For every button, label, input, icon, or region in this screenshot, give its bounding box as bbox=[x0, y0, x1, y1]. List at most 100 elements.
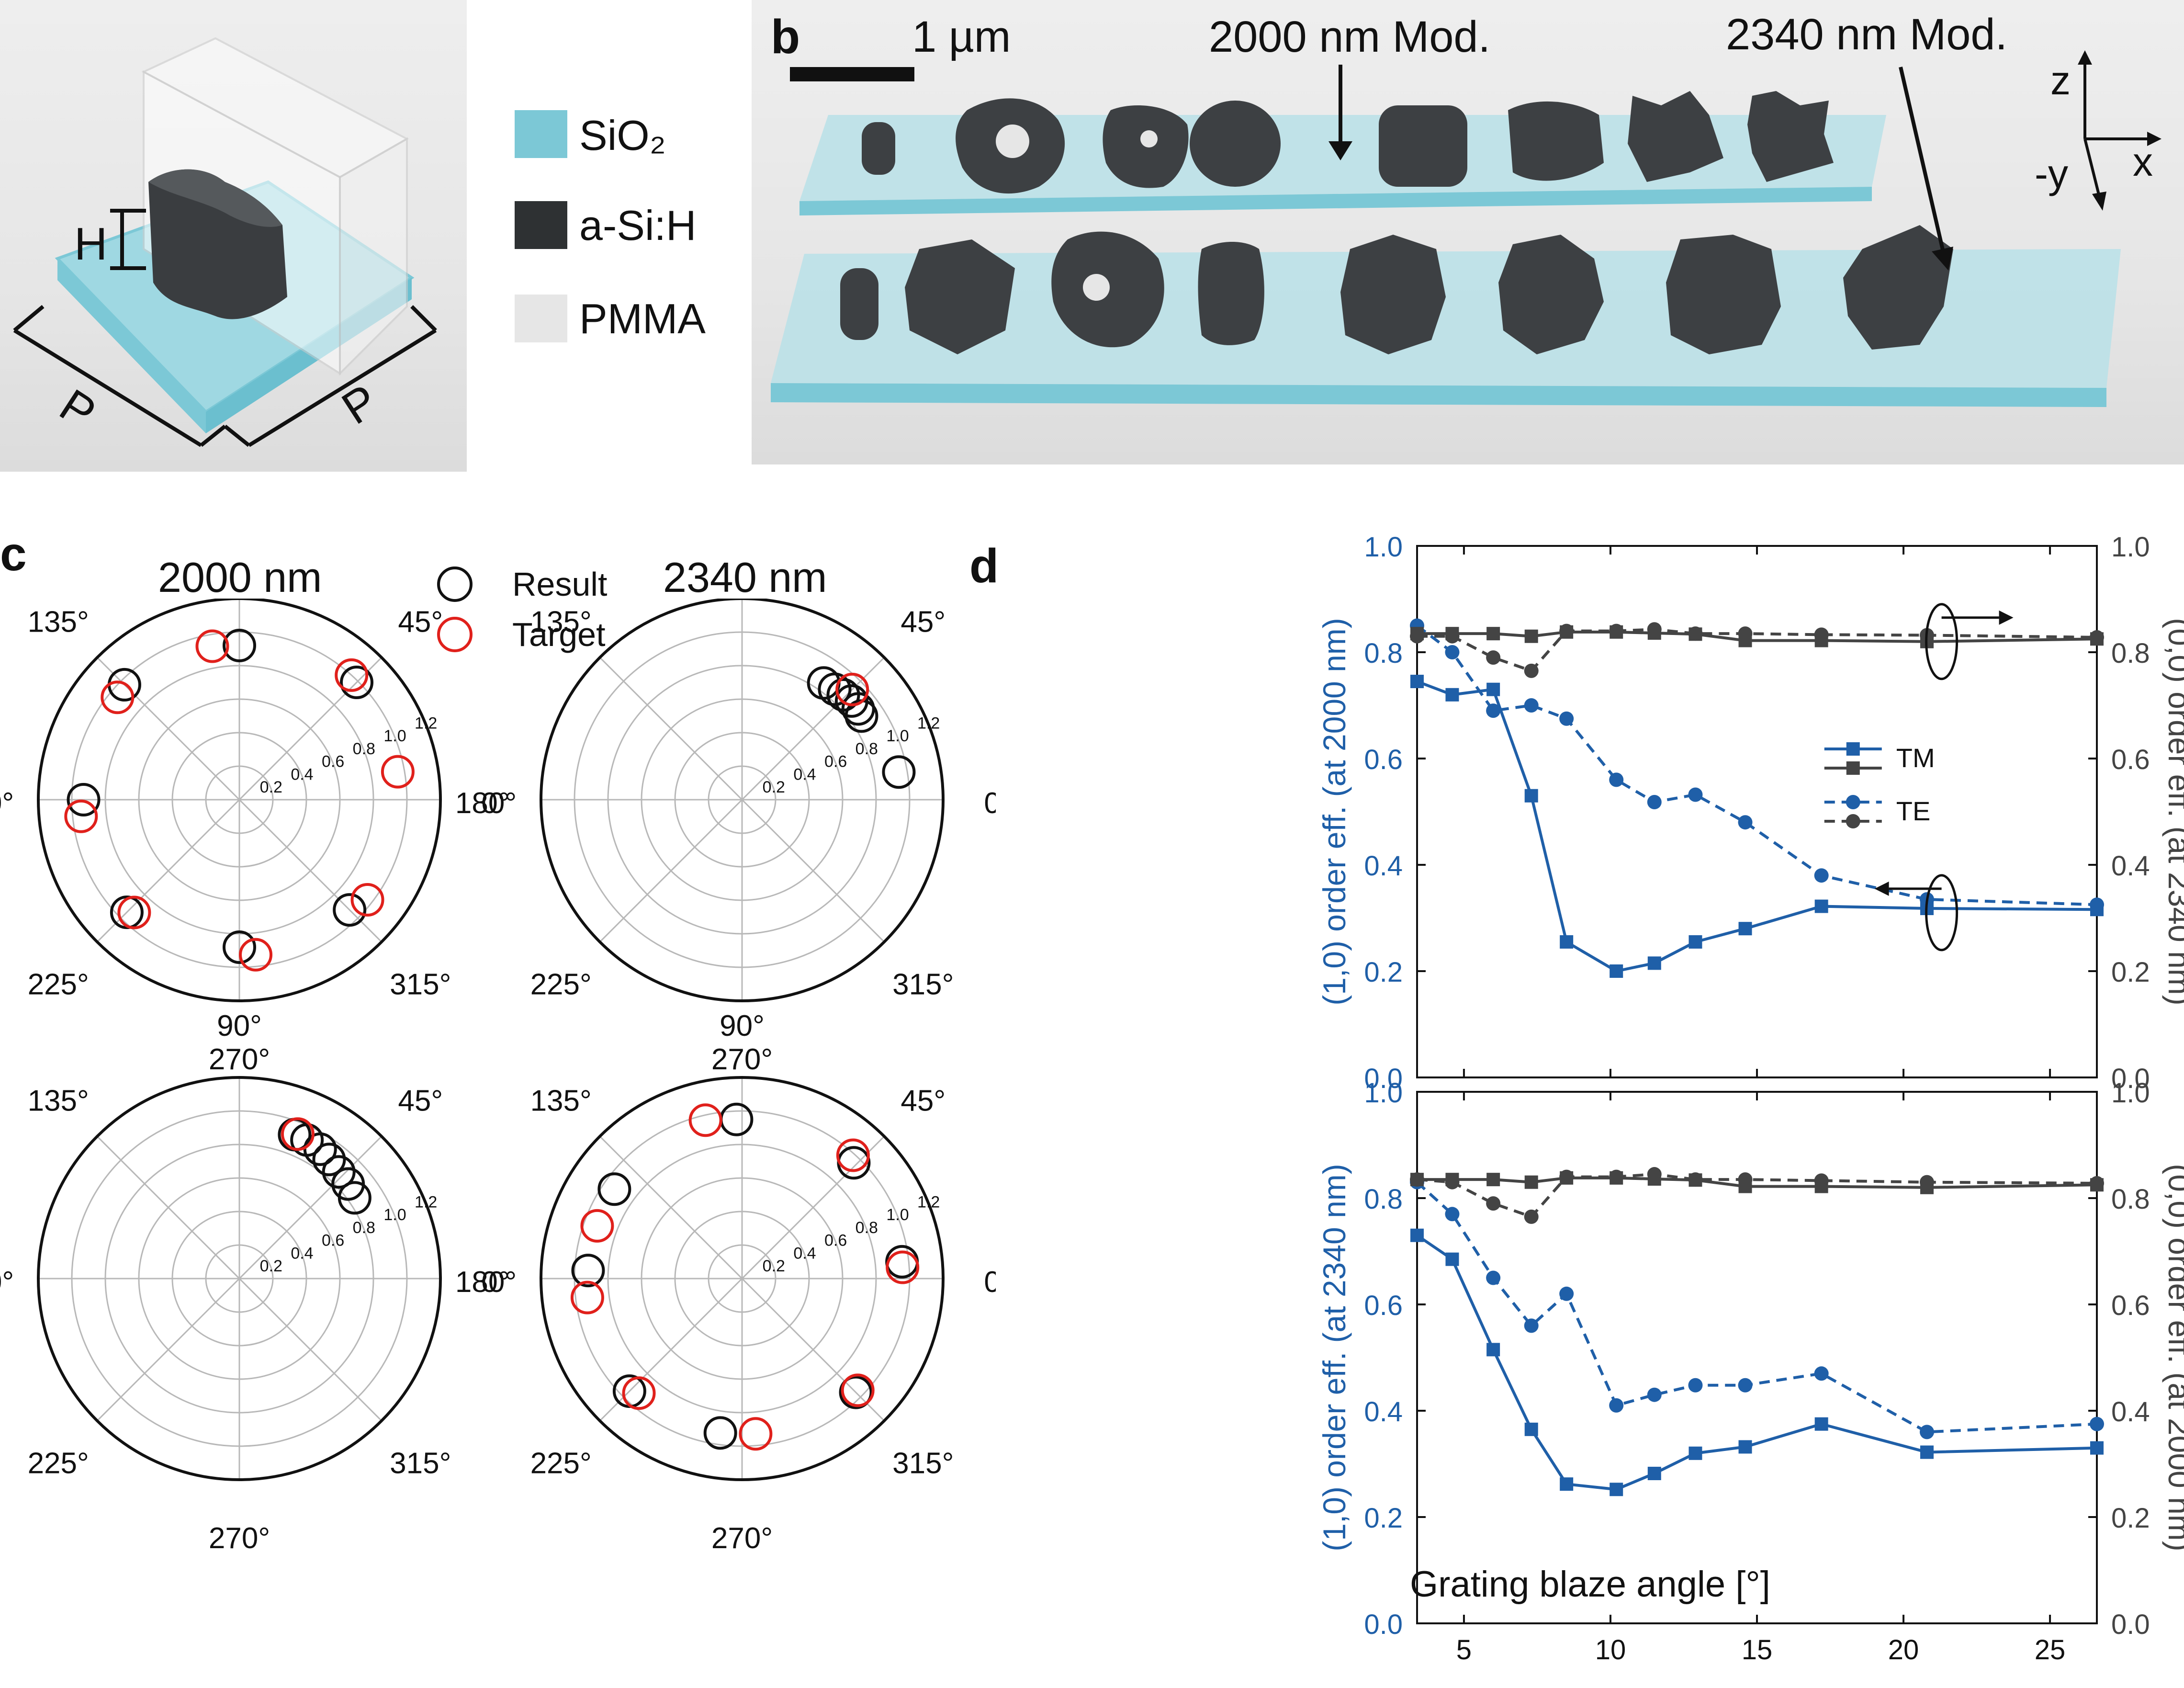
polar-plots: 0.2 0.4 0.6 0.8 1.0 1.2 0° 45° 90° 135° 180° 225° 27… bbox=[0, 599, 996, 1555]
axis-x-label: x bbox=[2133, 139, 2153, 184]
data-point bbox=[1738, 922, 1752, 936]
axis-z-label: z bbox=[2050, 58, 2071, 103]
polar-frame bbox=[540, 1076, 945, 1481]
series-line-te-left bbox=[1416, 624, 2097, 906]
result-marker bbox=[223, 930, 256, 964]
x-tick-label: 5 bbox=[1456, 1634, 1472, 1665]
polar-angle-label: 180° bbox=[455, 787, 517, 820]
y-tick-label-right: 0.4 bbox=[2111, 850, 2150, 882]
data-point bbox=[1445, 688, 1459, 702]
data-point bbox=[1814, 868, 1829, 883]
legend-label-te: TE bbox=[1896, 796, 1931, 826]
target-marker bbox=[580, 1209, 614, 1243]
x-axis-label: Grating blaze angle [°] bbox=[1410, 1564, 1770, 1605]
polar-angle-label: 270° bbox=[209, 1522, 270, 1555]
data-point bbox=[1486, 1173, 1500, 1187]
data-point bbox=[1689, 935, 1702, 949]
y-tick-label-left: 0.2 bbox=[1364, 1503, 1403, 1534]
axis-y-label: -y bbox=[2035, 151, 2068, 196]
target-marker bbox=[622, 1376, 656, 1410]
polar-angle-label: 270° bbox=[711, 1043, 773, 1076]
polar-spoke bbox=[741, 1135, 885, 1280]
y-tick-label-left: 0.6 bbox=[1364, 1290, 1403, 1321]
polar-radial-tick-label: 0.2 bbox=[260, 778, 282, 796]
polar-angle-label: 225° bbox=[28, 1447, 89, 1480]
data-point bbox=[1738, 1172, 1753, 1187]
legend-label-pmma: PMMA bbox=[579, 295, 706, 342]
polar-radial-tick-label: 0.8 bbox=[353, 1219, 375, 1237]
y-axis-label-right: (0,0) order eff. (at 2340 nm) bbox=[2162, 618, 2184, 1006]
series-line-tm-right bbox=[1417, 630, 2097, 643]
polar-radial-tick-label: 1.0 bbox=[886, 727, 909, 745]
y-tick-label-right: 0.2 bbox=[2111, 957, 2150, 988]
data-point bbox=[1738, 1440, 1752, 1454]
target-marker bbox=[835, 672, 869, 706]
data-point bbox=[1609, 772, 1624, 787]
y-tick-label-left: 0.8 bbox=[1364, 638, 1403, 669]
data-point bbox=[1486, 650, 1501, 665]
polar-frame bbox=[37, 1076, 442, 1481]
polar-angle-label: 45° bbox=[901, 1085, 946, 1118]
data-point bbox=[1647, 1167, 1662, 1182]
x-tick-label: 25 bbox=[2035, 1634, 2066, 1665]
y-tick-label-right: 0.4 bbox=[2111, 1396, 2150, 1427]
data-point bbox=[1559, 1286, 1574, 1301]
data-point bbox=[1814, 899, 1828, 913]
legend-swatch-sio2 bbox=[515, 110, 567, 158]
legend-label-result: Result bbox=[512, 566, 608, 603]
target-marker bbox=[117, 895, 151, 929]
series-line-tm-left bbox=[1416, 1234, 2097, 1491]
polar-angle-label: 180° bbox=[455, 1266, 517, 1299]
polar-spoke bbox=[741, 799, 885, 943]
polar-angle-label: 180° bbox=[0, 787, 14, 820]
polar-radial-tick-label: 0.8 bbox=[856, 740, 878, 758]
data-point bbox=[1920, 1425, 1934, 1439]
polar-angle-label: 135° bbox=[28, 606, 89, 639]
data-point bbox=[1524, 698, 1539, 713]
panel-letter-b: b bbox=[771, 10, 800, 64]
x-tick-label: 10 bbox=[1595, 1634, 1626, 1665]
polar-angle-label: 90° bbox=[720, 1009, 765, 1042]
polar-angle-label: 315° bbox=[892, 1447, 954, 1480]
y-tick-label-left: 0.0 bbox=[1364, 1063, 1403, 1094]
target-marker bbox=[101, 680, 135, 714]
data-point bbox=[1689, 1446, 1702, 1460]
data-point bbox=[1814, 1417, 1828, 1431]
polar-spoke bbox=[599, 799, 743, 943]
data-point bbox=[1524, 629, 1538, 643]
target-marker bbox=[350, 883, 384, 917]
target-marker bbox=[739, 1417, 773, 1451]
data-point bbox=[1814, 1366, 1829, 1381]
polar-radial-tick-label: 0.6 bbox=[322, 1232, 344, 1250]
data-point bbox=[1814, 1173, 1829, 1188]
efficiency-plot-2: 0.0 0.0 0.2 0.2 0.4 0.4 0.6 0.6 0.8 0.8 1.0 1.0 5 10 1… bbox=[1317, 1077, 2184, 1665]
data-point bbox=[1445, 629, 1460, 644]
efficiency-plot-1: 0.0 0.0 0.2 0.2 0.4 0.4 0.6 0.6 0.8 0.8 1.0 1.0 (1,0… bbox=[1317, 532, 2184, 1094]
result-marker bbox=[571, 1254, 605, 1288]
polar-spoke bbox=[96, 657, 240, 801]
data-point bbox=[1738, 815, 1753, 830]
polar-spoke bbox=[238, 657, 383, 801]
polar-spoke bbox=[741, 1278, 885, 1422]
polar-angle-label: 45° bbox=[901, 606, 946, 639]
data-point bbox=[1559, 711, 1574, 726]
data-point bbox=[1647, 795, 1662, 810]
legend-swatch-asih bbox=[515, 201, 567, 249]
data-point bbox=[1486, 627, 1500, 641]
y-tick-label-right: 0.6 bbox=[2111, 744, 2150, 775]
result-marker bbox=[597, 1172, 631, 1206]
legend-label-sio2: SiO₂ bbox=[579, 112, 666, 159]
polar-spoke bbox=[599, 1135, 743, 1280]
result-marker bbox=[818, 672, 852, 706]
unit-cell-render bbox=[0, 0, 467, 472]
y-tick-label-right: 0.0 bbox=[2111, 1063, 2150, 1094]
polar-angle-label: 0° bbox=[481, 787, 509, 820]
polar-radial-tick-label: 1.2 bbox=[917, 1193, 940, 1211]
target-marker bbox=[688, 1103, 722, 1137]
y-tick-label-right: 0.8 bbox=[2111, 1184, 2150, 1215]
data-point bbox=[2090, 897, 2104, 912]
polar-radial-tick-label: 1.0 bbox=[383, 1206, 406, 1224]
data-point bbox=[1445, 1252, 1459, 1266]
polar-angle-label: 135° bbox=[530, 606, 592, 639]
polar-radial-tick-label: 0.6 bbox=[824, 1232, 847, 1250]
